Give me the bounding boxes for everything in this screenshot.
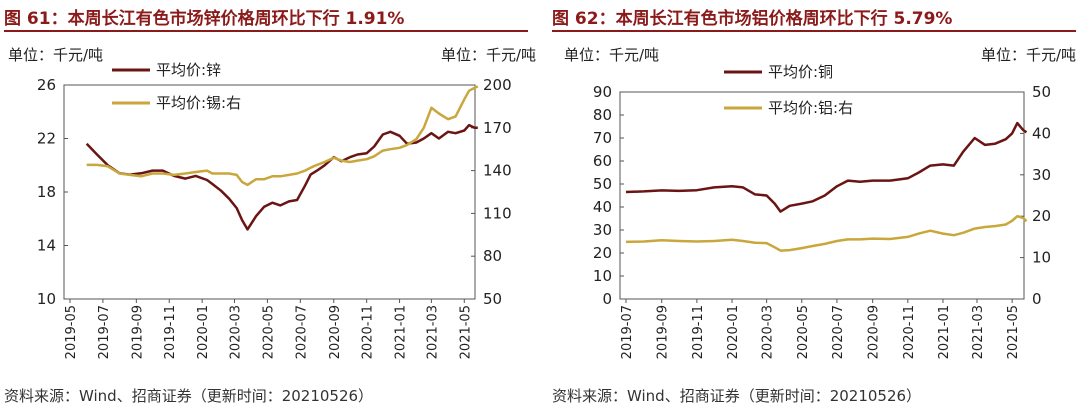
x-tick-label: 2020-11	[902, 305, 917, 359]
x-tick-label: 2020-05	[796, 305, 811, 359]
x-tick-label: 2020-01	[196, 305, 211, 359]
right-tick-label: 10	[1032, 249, 1051, 267]
x-tick-label: 2020-09	[328, 305, 343, 359]
left-tick-label: 70	[593, 129, 612, 147]
x-tick-label: 2020-11	[361, 305, 376, 359]
right-tick-label: 200	[483, 76, 512, 94]
x-tick-label: 2020-09	[867, 305, 882, 359]
left-axis-unit: 单位：千元/吨	[564, 46, 659, 64]
x-tick-label: 2019-09	[130, 305, 145, 359]
left-tick-label: 26	[37, 76, 56, 94]
x-tick-label: 2021-05	[1006, 305, 1021, 359]
x-tick-label: 2019-07	[97, 305, 112, 359]
source-note: 资料来源：Wind、招商证券（更新时间：20210526）	[4, 387, 374, 405]
left-tick-label: 90	[593, 83, 612, 101]
right-tick-label: 170	[483, 119, 512, 137]
title-rule	[4, 30, 528, 32]
right-tick-label: 50	[1032, 83, 1051, 101]
series-line	[625, 214, 1028, 252]
left-tick-label: 0	[602, 290, 612, 308]
figure-title: 图 62：本周长江有色市场铝价格周环比下行 5.79%	[552, 9, 953, 29]
right-tick-label: 20	[1032, 207, 1051, 225]
left-tick-label: 80	[593, 106, 612, 124]
left-tick-label: 14	[37, 237, 56, 255]
left-tick-label: 20	[593, 244, 612, 262]
left-tick-label: 60	[593, 152, 612, 170]
left-tick-label: 30	[593, 221, 612, 239]
plot-frame	[619, 91, 1025, 300]
x-tick-label: 2020-07	[831, 305, 846, 359]
x-tick-label: 2020-03	[761, 305, 776, 359]
left-tick-label: 18	[37, 183, 56, 201]
x-tick-label: 2021-01	[937, 305, 952, 359]
right-axis-unit: 单位：千元/吨	[441, 46, 536, 64]
series-line	[625, 121, 1028, 213]
x-tick-label: 2021-03	[425, 305, 440, 359]
plot-frame	[63, 84, 476, 300]
figure-title: 图 61：本周长江有色市场锌价格周环比下行 1.91%	[4, 9, 405, 29]
right-tick-label: 80	[483, 247, 502, 265]
x-tick-label: 2021-05	[458, 305, 473, 359]
chart-zinc-tin: 单位：千元/吨 单位：千元/吨 10 14 18 22 26 50 80 110 140 170 200…	[8, 46, 536, 359]
title-rule	[552, 30, 1076, 32]
right-tick-label: 40	[1032, 124, 1051, 142]
left-tick-label: 10	[37, 290, 56, 308]
x-tick-label: 2019-09	[656, 305, 671, 359]
right-axis-unit: 单位：千元/吨	[981, 46, 1076, 64]
legend-label: 平均价:锌	[156, 61, 221, 79]
legend-label: 平均价:锡:右	[156, 94, 241, 112]
source-note: 资料来源：Wind、招商证券（更新时间：20210526）	[552, 387, 922, 405]
x-tick-label: 2020-01	[726, 305, 741, 359]
x-tick-label: 2021-01	[394, 305, 409, 359]
legend-label: 平均价:铝:右	[768, 99, 853, 117]
left-tick-label: 40	[593, 198, 612, 216]
right-tick-label: 110	[483, 204, 512, 222]
left-tick-label: 10	[593, 267, 612, 285]
right-tick-label: 140	[483, 162, 512, 180]
left-tick-label: 50	[593, 175, 612, 193]
chart-copper-aluminum: 单位：千元/吨 单位：千元/吨 0 10 20 30 40 50 60 70 80 90 0 10 20 30…	[564, 46, 1076, 359]
left-tick-label: 22	[37, 130, 56, 148]
x-tick-label: 2020-05	[261, 305, 276, 359]
x-tick-label: 2019-07	[620, 305, 635, 359]
x-tick-label: 2019-11	[163, 305, 178, 359]
left-axis-unit: 单位：千元/吨	[8, 46, 103, 64]
x-tick-label: 2020-07	[294, 305, 309, 359]
x-tick-label: 2019-05	[64, 305, 79, 359]
x-tick-label: 2021-03	[971, 305, 986, 359]
x-tick-label: 2019-11	[691, 305, 706, 359]
right-tick-label: 30	[1032, 166, 1051, 184]
x-tick-label: 2020-03	[229, 305, 244, 359]
legend-label: 平均价:铜	[768, 63, 833, 81]
right-tick-label: 0	[1032, 290, 1042, 308]
series-line	[86, 85, 479, 187]
right-tick-label: 50	[483, 290, 502, 308]
